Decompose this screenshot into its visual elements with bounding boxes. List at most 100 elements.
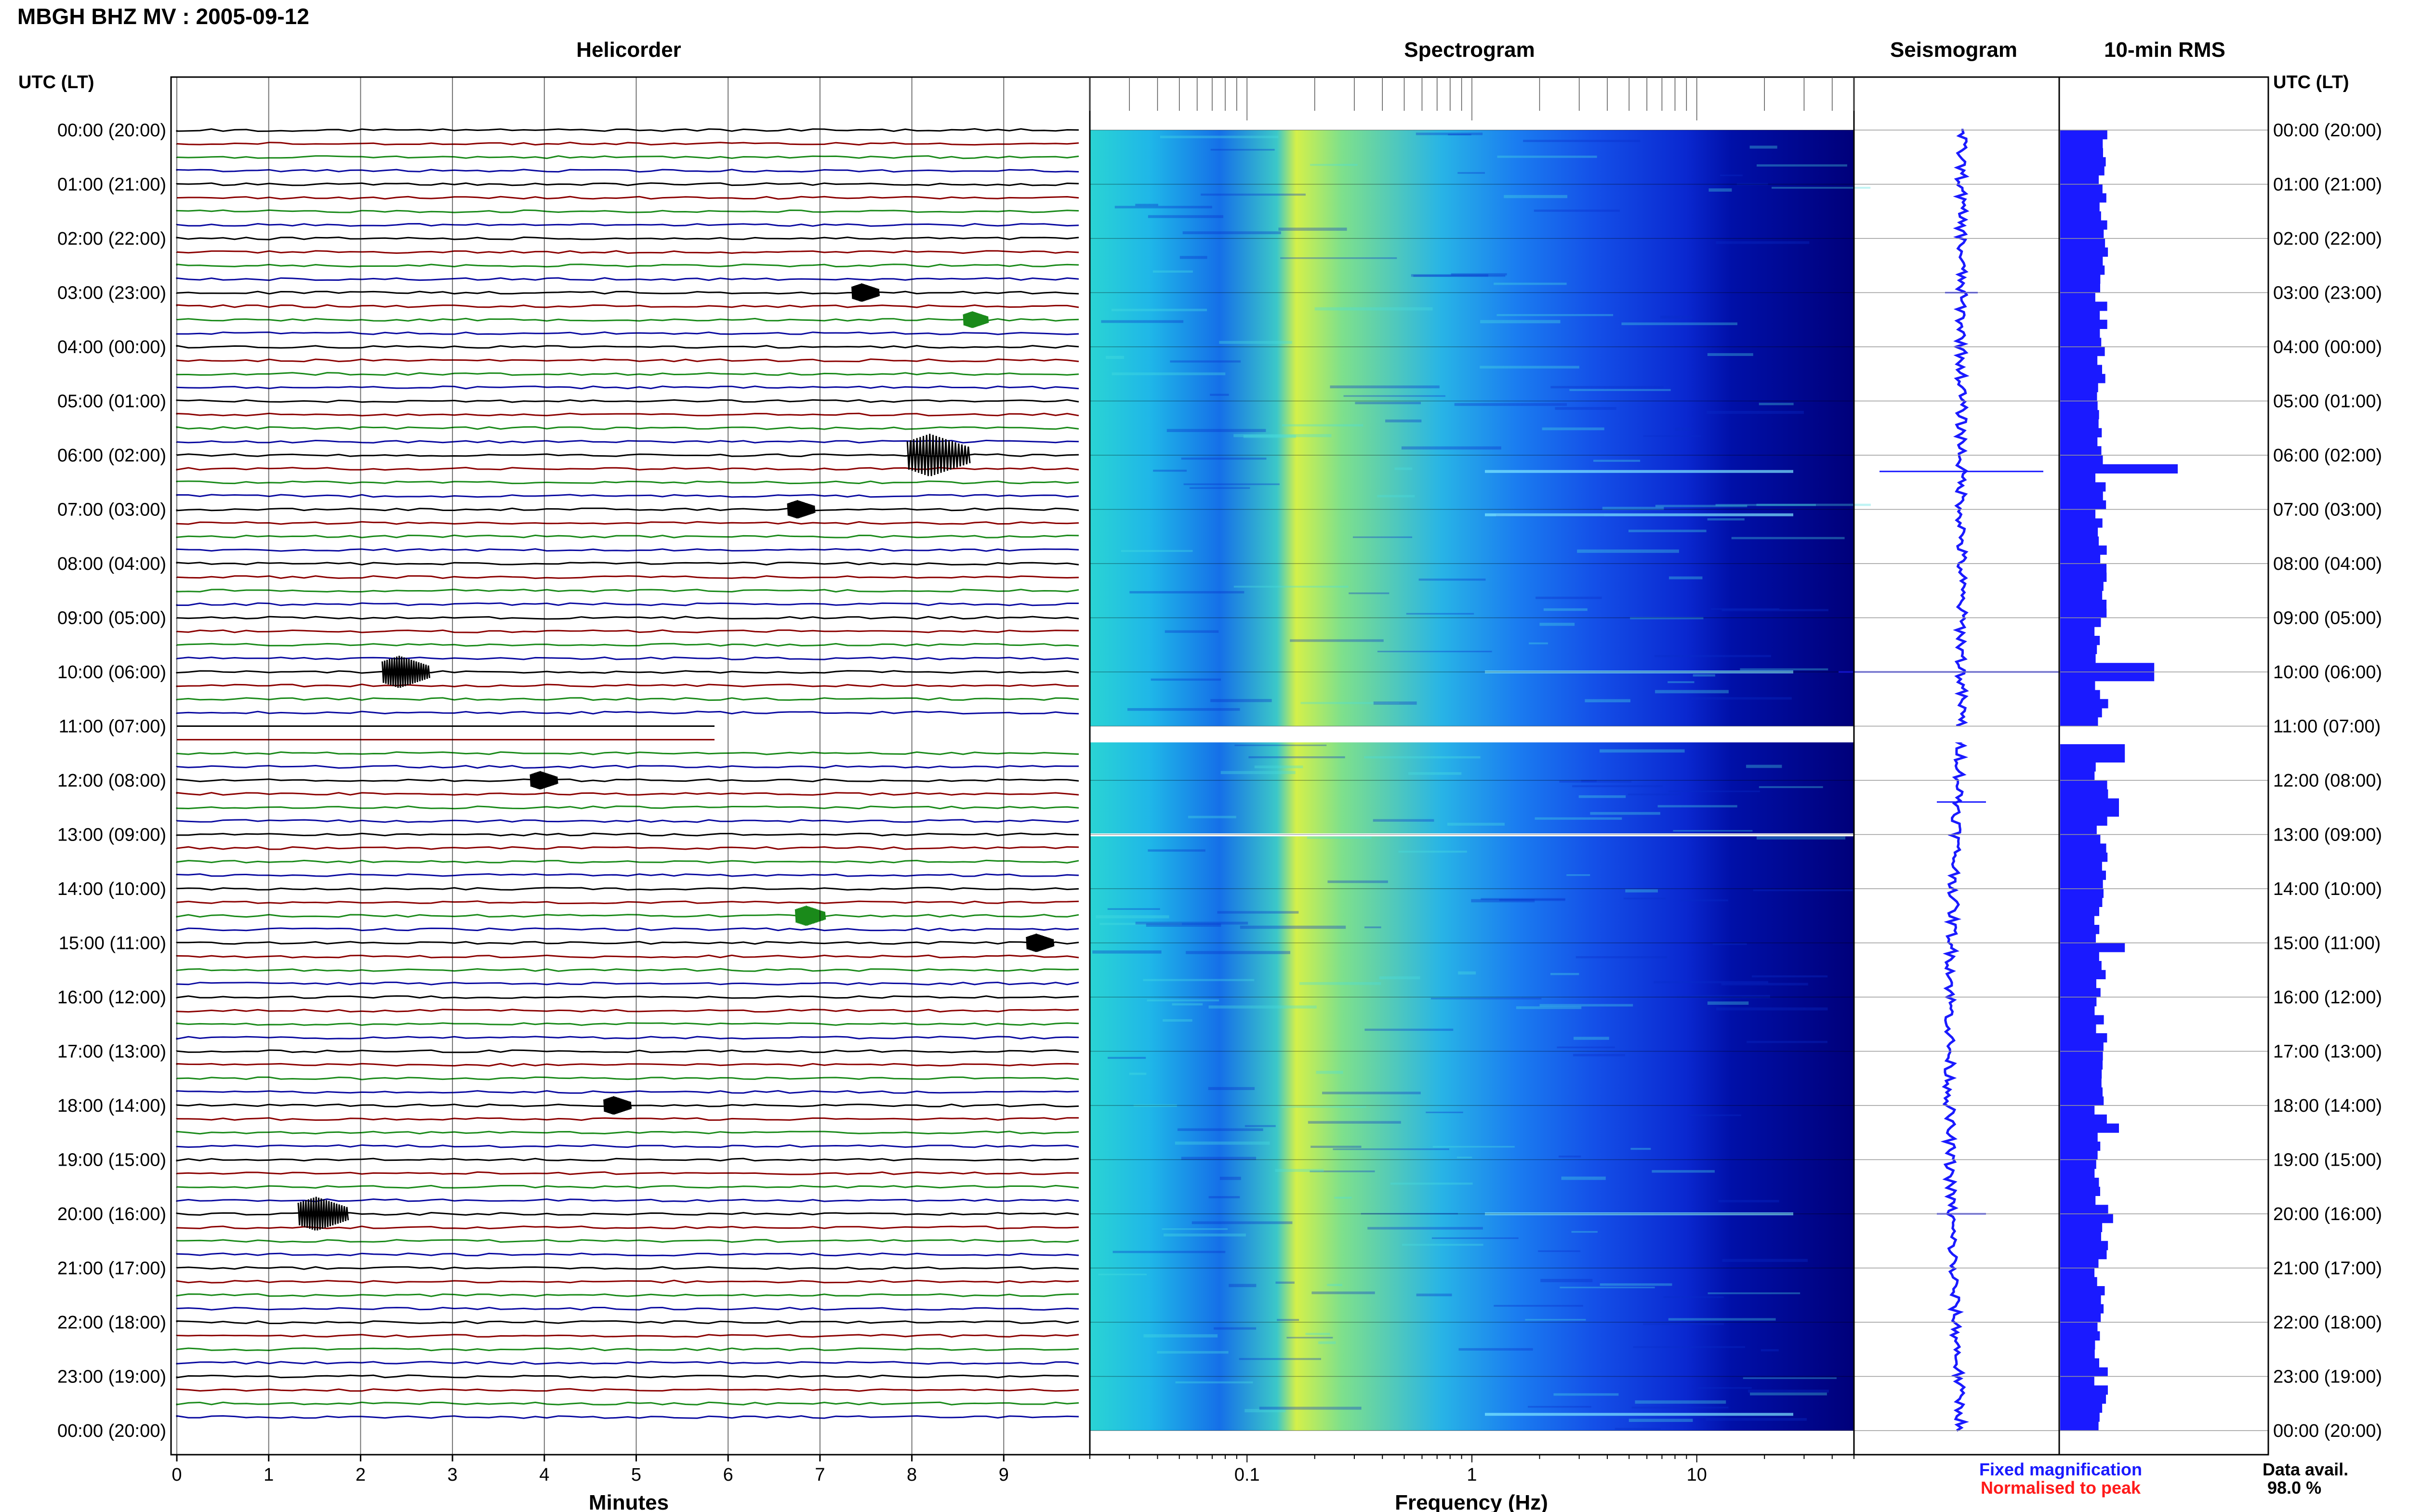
spectrogram-streak (1756, 836, 1846, 840)
rms-bar (2060, 428, 2102, 437)
rms-bar (2060, 1132, 2098, 1142)
spectrogram-streak (1706, 1418, 1807, 1421)
rms-bar (2060, 988, 2101, 998)
spectrogram-streak (1630, 617, 1704, 619)
rms-bar (2060, 202, 2100, 212)
helicorder-trace (176, 1036, 1079, 1040)
spectrogram-streak (1377, 651, 1492, 653)
rms-bar (2060, 1033, 2107, 1043)
rms-bar (2060, 690, 2100, 699)
spectrogram-streak (1163, 1019, 1192, 1022)
rms-bar (2060, 148, 2103, 158)
rms-bar (2060, 446, 2102, 456)
spectrogram-streak (1343, 395, 1445, 397)
spectrogram-streak (1566, 874, 1590, 876)
spectrogram-streak (1539, 622, 1575, 626)
spectrogram-streak (1599, 749, 1685, 753)
helicorder-trace (176, 317, 1079, 322)
rms-bar (2060, 753, 2125, 763)
spectrogram-streak (1175, 1381, 1253, 1383)
spectrogram-streak (1364, 926, 1381, 929)
spectrogram-streak (1121, 550, 1193, 552)
spectrogram-streak (1497, 156, 1597, 158)
rms-bar (2060, 1322, 2098, 1332)
spectrogram-streak (1314, 307, 1433, 311)
spectrogram-streak (1418, 579, 1486, 581)
spectrogram-streak (1361, 1213, 1458, 1215)
spectrogram-streak (1590, 812, 1661, 815)
helicorder-trace (176, 1076, 1079, 1080)
rms-bar (2060, 410, 2099, 420)
spectrogram-streak (1191, 1221, 1293, 1224)
spectrogram-streak (1721, 983, 1808, 986)
helicorder-trace (176, 575, 1079, 579)
rms-bar (2060, 825, 2097, 835)
seismogram-panel (1839, 129, 2084, 1432)
rms-bar (2060, 916, 2094, 925)
rms-bar (2060, 455, 2103, 465)
time-label-left: 12:00 (08:00) (57, 771, 166, 791)
spectrogram-streak (1401, 446, 1501, 450)
spectrogram-event-band (1485, 1413, 1793, 1416)
data-availability-label: Data avail. (2263, 1459, 2348, 1479)
time-label-left: 08:00 (04:00) (57, 554, 166, 574)
spectrogram-streak (1183, 483, 1280, 486)
rms-bar (2060, 1060, 2103, 1070)
spectrogram-streak (1430, 998, 1542, 999)
spectrogram-streak (1432, 1145, 1515, 1148)
helicorder-trace (176, 155, 1079, 159)
helicorder-trace (176, 1171, 1079, 1175)
spectrogram-streak (1559, 780, 1632, 783)
spectrogram-streak (1278, 227, 1347, 231)
time-label-right: 13:00 (09:00) (2273, 825, 2382, 845)
spectrogram-streak (1471, 899, 1535, 903)
legend-fixed-magnification: Fixed magnification (1979, 1459, 2142, 1479)
time-label-right: 00:00 (20:00) (2273, 120, 2382, 141)
spectrogram-streak (1143, 979, 1255, 981)
spectrogram-streak (1716, 1007, 1828, 1011)
rms-bar (2060, 654, 2096, 663)
spectrogram-streak (1308, 1121, 1401, 1124)
helicorder-trace (176, 1388, 1079, 1392)
spectrogram-streak (1107, 1057, 1146, 1059)
rms-bar (2060, 1186, 2100, 1196)
rms-bar (2060, 1421, 2099, 1431)
spectrogram-streak (1707, 1001, 1749, 1005)
spectrogram-event-band (1485, 671, 1793, 673)
rms-bar (2060, 572, 2107, 582)
rms-bar (2060, 1403, 2103, 1413)
spectrogram-streak (1143, 1334, 1218, 1338)
spectrogram-streak (1585, 699, 1630, 703)
helicorder-trace (176, 697, 1079, 701)
helicorder-trace (176, 521, 1079, 525)
spectrogram-streak (1573, 1054, 1625, 1056)
helicorder-trace (176, 1415, 1079, 1419)
spectrogram-streak (1327, 1284, 1342, 1286)
helicorder-event (794, 906, 826, 926)
spectrogram-streak (1654, 981, 1769, 984)
time-label-left: 23:00 (19:00) (57, 1367, 166, 1387)
helicorder-trace (176, 1022, 1079, 1026)
rms-bar (2060, 1394, 2106, 1404)
helicorder-trace (176, 954, 1079, 959)
spectrogram-streak (1750, 1392, 1827, 1395)
rms-bar (2060, 1214, 2113, 1223)
helicorder-trace (176, 507, 1079, 512)
time-label-right: 02:00 (22:00) (2273, 229, 2382, 249)
rms-bar (2060, 1259, 2099, 1268)
time-label-left: 03:00 (23:00) (57, 283, 166, 303)
rms-bar (2060, 157, 2106, 167)
spectrogram-streak (1413, 275, 1506, 277)
spectrogram-streak (1480, 320, 1561, 324)
spectrogram-streak (1135, 921, 1248, 925)
spectrogram-streak (1448, 133, 1471, 136)
spectrogram-streak (1112, 308, 1207, 312)
helicorder-x-tick-label: 6 (723, 1465, 733, 1485)
rms-bar (2060, 907, 2100, 916)
spectrogram-streak (1201, 193, 1306, 196)
spectrogram-streak (1133, 1104, 1177, 1107)
time-label-left: 00:00 (20:00) (57, 1421, 166, 1441)
spectrogram-streak (1398, 851, 1467, 853)
spectrogram-streak (1718, 1200, 1779, 1203)
spectrogram-streak (1621, 322, 1738, 326)
